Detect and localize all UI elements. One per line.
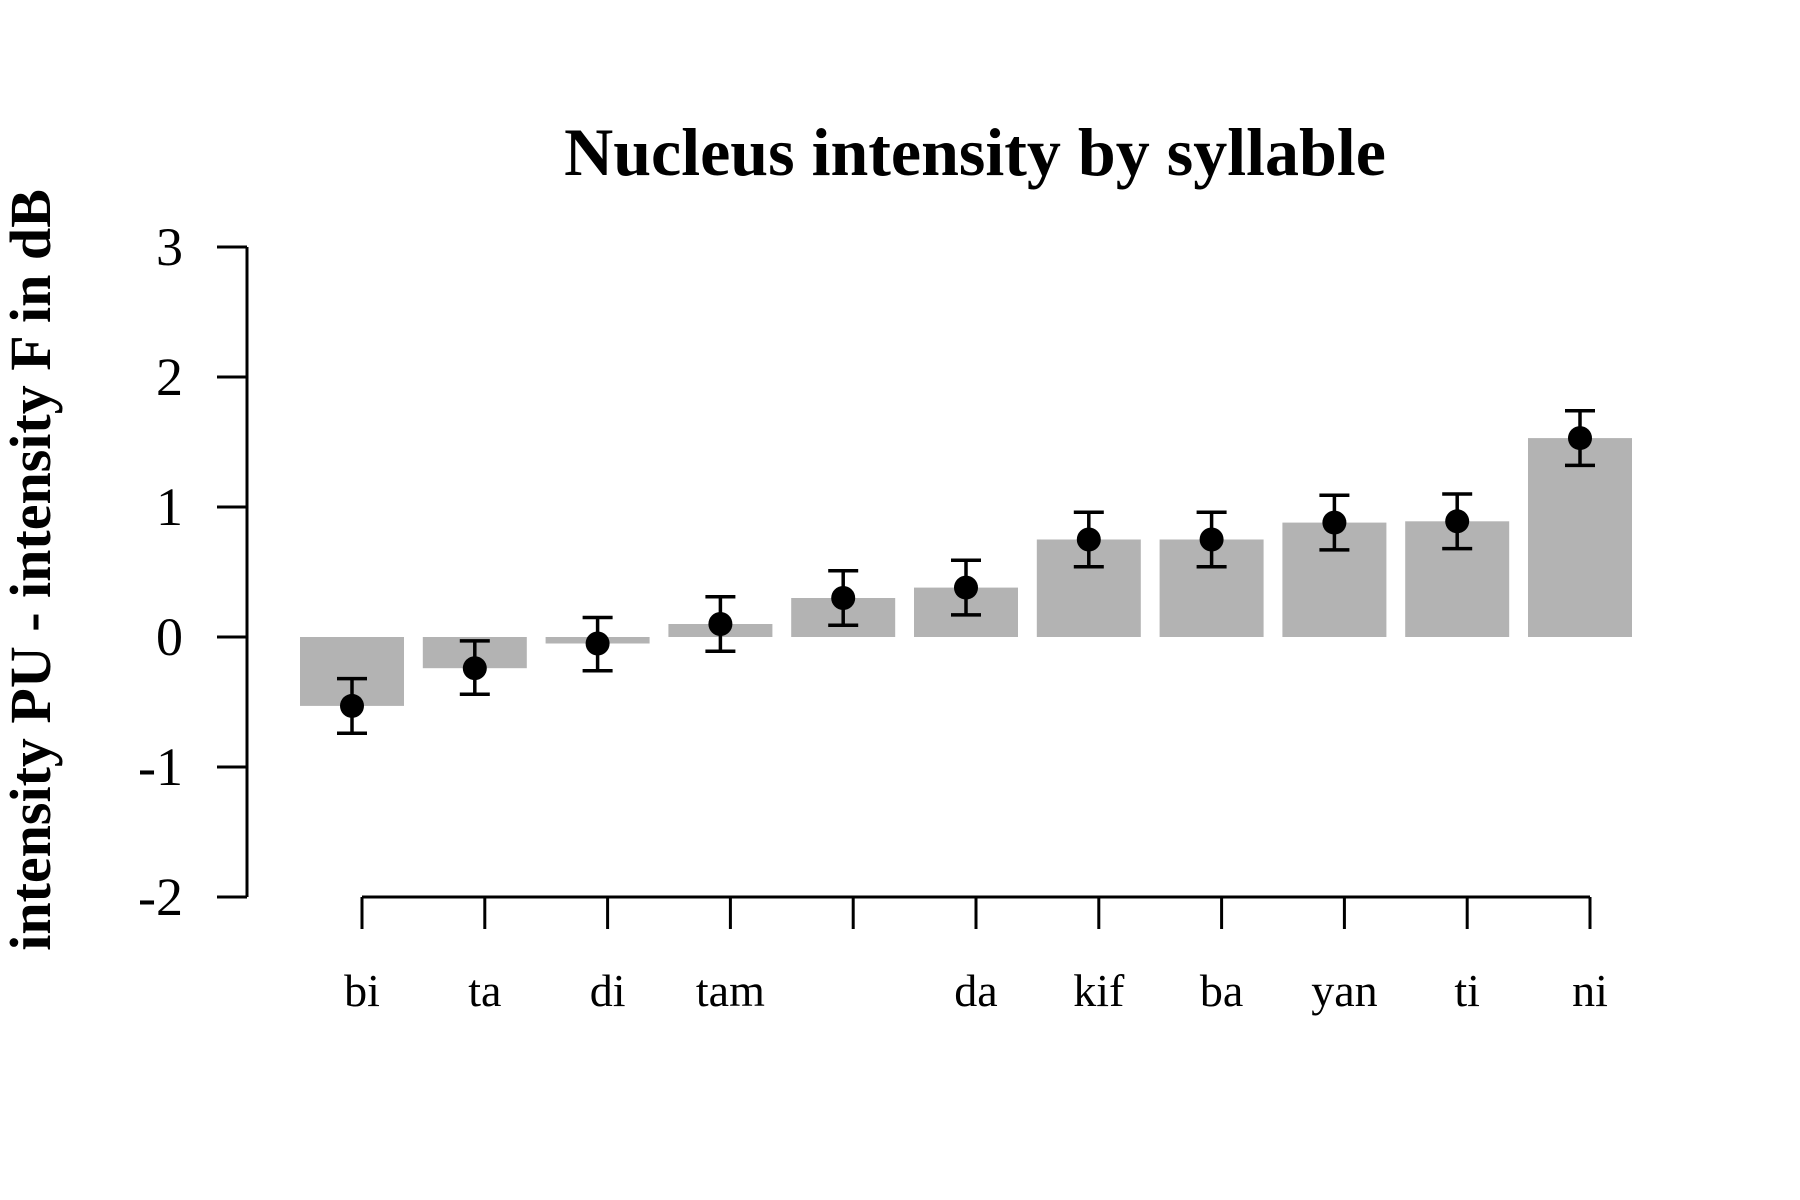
chart-title: Nucleus intensity by syllable <box>564 114 1386 190</box>
data-point <box>1199 527 1224 552</box>
y-tick-label: -1 <box>138 737 183 797</box>
y-tick-label: 0 <box>156 607 183 667</box>
y-tick-label: 3 <box>156 217 183 277</box>
x-tick-label: bi <box>344 965 380 1016</box>
bars <box>300 438 1632 706</box>
x-tick-label: kif <box>1073 965 1125 1016</box>
data-point <box>708 612 733 636</box>
y-axis-label: intensity PU - intensity F in dB <box>0 189 63 951</box>
data-point <box>831 586 856 610</box>
points <box>340 426 1592 718</box>
data-point <box>585 631 610 656</box>
data-point <box>1076 527 1101 552</box>
x-tick-label: da <box>954 965 997 1016</box>
x-tick-label: ba <box>1200 965 1243 1016</box>
y-tick-label: 1 <box>156 477 183 537</box>
x-tick-label: ti <box>1454 965 1480 1016</box>
data-point <box>1445 509 1470 534</box>
data-point <box>462 656 487 681</box>
x-tick-label: ni <box>1572 965 1608 1016</box>
x-axis: bi ta di tam da kif ba yan ti ni <box>344 895 1608 1016</box>
data-point <box>954 575 978 600</box>
x-tick-label: di <box>590 965 626 1016</box>
data-point <box>1322 510 1347 535</box>
y-tick-label: -2 <box>138 867 183 927</box>
data-point <box>1568 426 1592 451</box>
x-tick-label: tam <box>696 965 765 1016</box>
y-axis: -2 -1 0 1 2 3 <box>138 217 249 927</box>
bar <box>1528 438 1632 637</box>
x-tick-label: yan <box>1311 965 1377 1016</box>
data-point <box>340 693 364 718</box>
x-tick-label: ta <box>468 965 501 1016</box>
y-tick-label: 2 <box>156 347 183 407</box>
